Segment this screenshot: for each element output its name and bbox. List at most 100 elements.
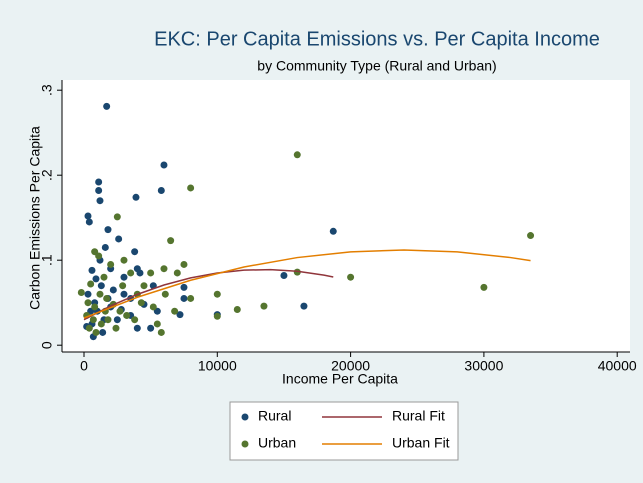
y-axis-label: Carbon Emissions Per Capita (27, 126, 43, 310)
scatter-point (88, 266, 96, 274)
scatter-point (140, 282, 148, 290)
scatter-point (147, 269, 155, 277)
scatter-point (131, 248, 139, 256)
y-tick-label: 0 (39, 341, 55, 349)
scatter-point (133, 324, 141, 332)
scatter-point (123, 311, 131, 319)
scatter-point (527, 232, 535, 240)
scatter-point (103, 102, 111, 110)
scatter-point (187, 294, 195, 302)
scatter-point (280, 272, 288, 279)
scatter-point (89, 316, 97, 324)
scatter-point (92, 275, 100, 283)
legend-label: Rural Fit (392, 408, 445, 424)
scatter-point (120, 273, 128, 281)
scatter-point (96, 290, 104, 298)
scatter-point (171, 307, 179, 315)
scatter-point (97, 282, 105, 290)
scatter-point (96, 197, 104, 205)
chart-subtitle: by Community Type (Rural and Urban) (257, 58, 496, 74)
y-tick-label: .3 (39, 84, 55, 96)
scatter-point (85, 324, 93, 332)
plot-region (62, 80, 630, 352)
scatter-point (120, 256, 128, 264)
legend-label: Urban Fit (392, 435, 450, 451)
scatter-point (180, 283, 188, 291)
scatter-point (136, 269, 144, 277)
scatter-point (107, 260, 115, 268)
scatter-point (95, 178, 103, 186)
x-tick-label: 20000 (331, 358, 370, 374)
scatter-point (100, 273, 108, 281)
scatter-point (137, 299, 145, 307)
scatter-point (300, 302, 308, 310)
scatter-point (480, 283, 488, 291)
scatter-point (132, 193, 140, 201)
scatter-point (99, 328, 107, 336)
scatter-point (167, 237, 175, 245)
scatter-point (87, 280, 95, 288)
scatter-point (347, 273, 355, 281)
scatter-point (157, 328, 165, 336)
fit-line (83, 249, 531, 319)
scatter-point (213, 312, 221, 320)
scatter-point (127, 269, 135, 277)
x-tick-label: 40000 (598, 358, 637, 374)
y-tick-label: .2 (39, 169, 55, 181)
x-tick-label: 30000 (464, 358, 503, 374)
scatter-point (84, 290, 92, 298)
scatter-point (180, 260, 188, 268)
scatter-point (113, 213, 121, 221)
scatter-point (91, 303, 99, 311)
scatter-point (97, 320, 105, 328)
scatter-point (173, 269, 181, 277)
scatter-point (101, 243, 109, 251)
scatter-point (329, 227, 337, 235)
scatter-point (95, 187, 103, 194)
chart-title: EKC: Per Capita Emissions vs. Per Capita… (154, 28, 600, 50)
scatter-point (95, 252, 103, 260)
scatter-point (104, 226, 112, 234)
legend (229, 401, 459, 461)
scatter-point (233, 306, 241, 313)
scatter-point (260, 302, 268, 310)
scatter-point (104, 316, 112, 324)
legend-swatch (241, 413, 249, 421)
x-tick-label: 0 (80, 358, 88, 374)
legend-label: Urban (258, 435, 296, 451)
scatter-point (77, 289, 85, 296)
scatter-point (180, 294, 188, 302)
scatter-point (103, 294, 111, 302)
scatter-point (116, 307, 124, 315)
scatter-point (115, 235, 123, 243)
scatter-point (157, 187, 165, 194)
scatter-point (213, 290, 221, 298)
scatter-point (187, 184, 195, 192)
scatter-point (120, 290, 128, 298)
legend-swatch (241, 440, 249, 448)
scatter-point (293, 268, 301, 276)
scatter-point (84, 212, 92, 220)
scatter-point (293, 151, 301, 159)
scatter-point (160, 265, 168, 273)
y-tick-label: .1 (39, 254, 55, 266)
scatter-point (112, 324, 120, 332)
legend-label: Rural (258, 408, 291, 424)
scatter-point (131, 316, 139, 324)
scatter-point (113, 316, 121, 324)
scatter-point (119, 282, 127, 290)
scatter-point (153, 320, 161, 328)
scatter-point (85, 218, 93, 226)
scatter-point (149, 303, 157, 311)
x-tick-label: 10000 (198, 358, 237, 374)
scatter-point (147, 324, 155, 332)
x-axis-label: Income Per Capita (282, 371, 398, 387)
scatter-point (92, 328, 100, 336)
scatter-point (161, 290, 169, 298)
scatter-point (84, 299, 92, 307)
scatter-point (176, 311, 184, 319)
scatter-point (160, 161, 168, 169)
scatter-point (109, 286, 117, 294)
